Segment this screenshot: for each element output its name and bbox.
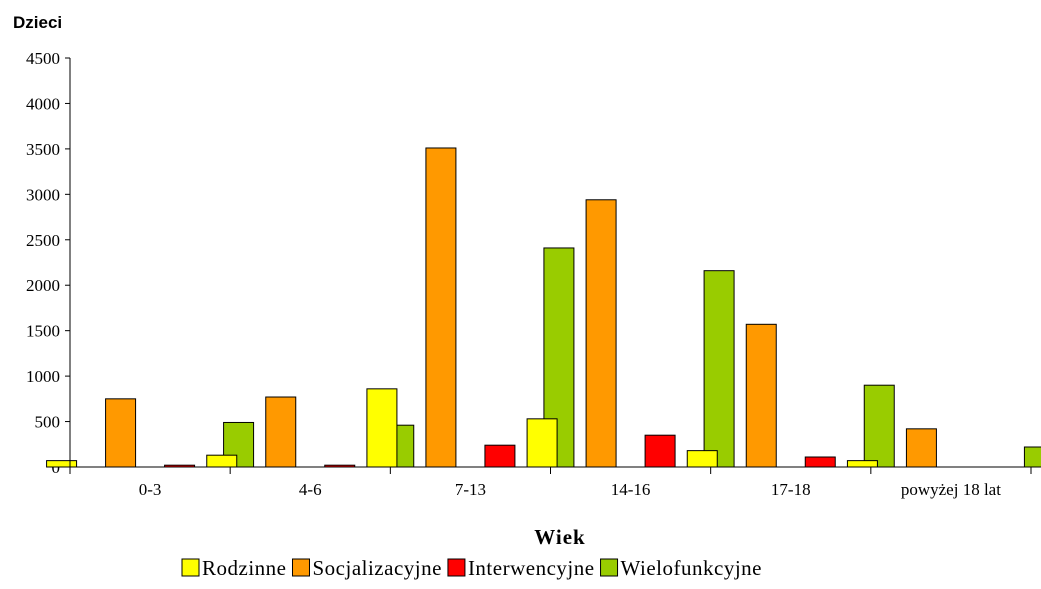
bar-rodzinne-3 xyxy=(366,388,398,468)
bar-socjalizacyjne-2 xyxy=(265,396,297,468)
y-axis: 050010001500200025003000350040004500 xyxy=(26,49,70,477)
y-tick-label: 4500 xyxy=(26,49,60,68)
bar-socjalizacyjne-3 xyxy=(425,147,457,468)
bar-wielofunkcyjne-6 xyxy=(1023,446,1041,468)
x-tick-label: powyżej 18 lat xyxy=(901,480,1001,499)
x-tick-label: 14-16 xyxy=(611,480,651,499)
x-tick-label: 0-3 xyxy=(139,480,162,499)
legend-swatch-interwencyjne xyxy=(447,558,466,577)
bar-wielofunkcyjne-4 xyxy=(703,270,735,468)
y-tick-label: 500 xyxy=(35,413,61,432)
bar-rodzinne-2 xyxy=(206,454,238,468)
legend-swatch-rodzinne xyxy=(181,558,200,577)
y-tick-label: 2500 xyxy=(26,231,60,250)
bar-rodzinne-1 xyxy=(46,460,78,468)
x-tick-label: 7-13 xyxy=(455,480,486,499)
y-tick-label: 1000 xyxy=(26,367,60,386)
y-tick-label: 1500 xyxy=(26,322,60,341)
bar-rodzinne-4 xyxy=(526,418,558,468)
y-tick-label: 2000 xyxy=(26,276,60,295)
bar-socjalizacyjne-6 xyxy=(905,428,937,468)
legend-swatch-wielofunkcyjne xyxy=(600,558,619,577)
y-tick-label: 3000 xyxy=(26,185,60,204)
bar-rodzinne-5 xyxy=(686,450,718,468)
bar-interwencyjne-5 xyxy=(804,456,836,468)
x-axis-title: Wiek xyxy=(534,525,585,549)
bars xyxy=(46,147,1041,468)
y-tick-label: 3500 xyxy=(26,140,60,159)
bar-socjalizacyjne-4 xyxy=(585,199,617,468)
x-tick-label: 4-6 xyxy=(299,480,322,499)
y-axis-title: Dzieci xyxy=(13,13,62,32)
legend-label-interwencyjne: Interwencyjne xyxy=(468,556,595,580)
legend-label-wielofunkcyjne: Wielofunkcyjne xyxy=(621,556,762,580)
x-tick-label: 17-18 xyxy=(771,480,811,499)
legend-swatch-socjalizacyjne xyxy=(291,558,310,577)
bar-rodzinne-6 xyxy=(846,460,878,468)
legend-label-socjalizacyjne: Socjalizacyjne xyxy=(312,556,441,580)
bar-socjalizacyjne-5 xyxy=(745,323,777,468)
legend: Rodzinne Socjalizacyjne Interwencyjne Wielo… xyxy=(181,556,762,580)
x-axis: 0-3 4-6 7-13 14-16 17-18 powyżej 18 lat xyxy=(69,467,1032,499)
legend-label-rodzinne: Rodzinne xyxy=(202,556,286,580)
bar-interwencyjne-4 xyxy=(644,434,676,468)
bar-interwencyjne-3 xyxy=(484,444,516,468)
bar-wielofunkcyjne-5 xyxy=(863,384,895,468)
y-tick-label: 4000 xyxy=(26,94,60,113)
bar-socjalizacyjne-1 xyxy=(105,398,137,468)
